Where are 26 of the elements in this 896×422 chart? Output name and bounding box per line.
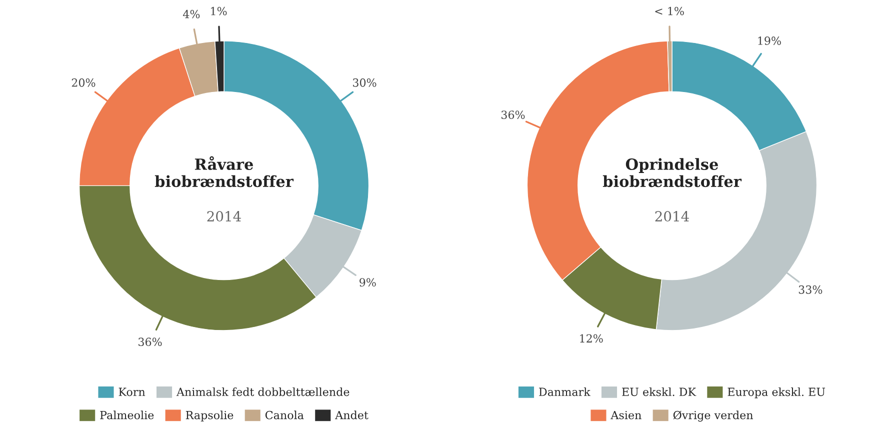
- data-label: 19%: [758, 36, 781, 45]
- data-label: 1%: [211, 6, 227, 16]
- legend-label: EU ekskl. DK: [622, 387, 696, 396]
- legend-label: Asien: [610, 410, 642, 420]
- text: Oprindelse biobrændstoffer: [602, 158, 742, 188]
- data-label: 12%: [580, 334, 603, 343]
- legend-label: Rapsolie: [186, 410, 234, 422]
- legend-label: Andet: [335, 410, 368, 420]
- data-label: 4%: [182, 10, 200, 18]
- legend-label: Korn: [118, 388, 146, 396]
- data-label: 9%: [360, 278, 376, 287]
- legend-label: Europa ekskl. EU: [728, 387, 826, 398]
- data-label: 36%: [502, 110, 525, 120]
- legend-label: Animalsk fedt dobbelttællende: [176, 387, 350, 396]
- text: Råvare biobrændstoffer: [154, 156, 294, 188]
- legend-label: Palmeolie: [100, 410, 154, 420]
- legend-label: Canola: [265, 410, 304, 420]
- legend-label: Øvrige verden: [673, 410, 753, 422]
- data-label: 20%: [72, 78, 96, 87]
- data-label: 30%: [353, 78, 376, 87]
- text: 2014: [655, 211, 689, 222]
- legend-label: Danmark: [539, 387, 590, 396]
- data-label: 36%: [138, 338, 162, 346]
- data-label: < 1%: [655, 6, 684, 16]
- text: 2014: [207, 211, 241, 222]
- data-label: 33%: [798, 285, 822, 294]
